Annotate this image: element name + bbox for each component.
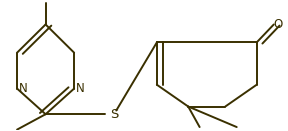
Text: S: S — [110, 108, 118, 121]
Text: N: N — [75, 82, 84, 95]
Text: O: O — [273, 18, 283, 31]
Text: N: N — [18, 82, 27, 95]
